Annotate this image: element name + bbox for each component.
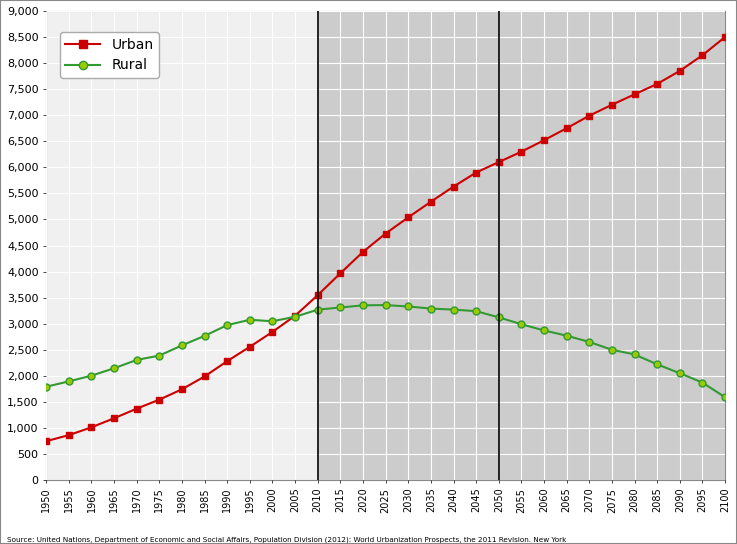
Rural: [268, 318, 277, 325]
Urban: [630, 91, 639, 97]
Urban: [427, 199, 436, 205]
Urban: [698, 52, 707, 59]
Urban: [562, 125, 571, 132]
Rural: [675, 370, 684, 376]
Urban: [313, 292, 322, 299]
Rural: [178, 342, 186, 349]
Rural: [42, 384, 51, 390]
Urban: [245, 343, 254, 350]
Rural: [313, 306, 322, 313]
Urban: [290, 312, 299, 319]
Urban: [721, 34, 730, 40]
Rural: [517, 321, 525, 327]
Rural: [472, 308, 481, 314]
Urban: [133, 405, 142, 412]
Urban: [64, 432, 73, 438]
Rural: [200, 332, 209, 339]
Rural: [427, 305, 436, 312]
Rural: [87, 373, 96, 379]
Urban: [539, 137, 548, 144]
Urban: [87, 424, 96, 431]
Urban: [42, 438, 51, 444]
Urban: [517, 149, 525, 155]
Rural: [495, 314, 503, 320]
Rural: [607, 347, 616, 353]
Urban: [472, 169, 481, 176]
Rural: [562, 332, 571, 339]
Bar: [318, 11, 725, 480]
Rural: [133, 357, 142, 363]
Urban: [336, 270, 345, 276]
Urban: [404, 214, 413, 221]
Rural: [653, 361, 662, 368]
Urban: [223, 358, 231, 364]
Urban: [359, 249, 368, 255]
Urban: [178, 386, 186, 393]
Rural: [381, 302, 390, 308]
Urban: [381, 230, 390, 237]
Rural: [336, 304, 345, 311]
Rural: [290, 313, 299, 320]
Rural: [155, 353, 164, 359]
Urban: [110, 415, 119, 422]
Rural: [449, 306, 458, 313]
Urban: [449, 183, 458, 190]
Urban: [675, 67, 684, 74]
Urban: [653, 81, 662, 87]
Rural: [110, 365, 119, 372]
Urban: [585, 113, 594, 119]
Urban: [268, 329, 277, 335]
Legend: Urban, Rural: Urban, Rural: [60, 32, 159, 78]
Rural: [245, 317, 254, 323]
Rural: [539, 327, 548, 333]
Line: Urban: Urban: [43, 34, 728, 444]
Rural: [359, 302, 368, 308]
Rural: [404, 303, 413, 310]
Rural: [64, 378, 73, 385]
Rural: [698, 379, 707, 386]
Urban: [607, 102, 616, 108]
Rural: [630, 351, 639, 358]
Urban: [495, 159, 503, 165]
Line: Rural: Rural: [43, 301, 729, 401]
Rural: [721, 394, 730, 400]
Rural: [585, 339, 594, 345]
Rural: [223, 322, 231, 329]
Text: Source: United Nations, Department of Economic and Social Affairs, Population Di: Source: United Nations, Department of Ec…: [7, 536, 567, 543]
Urban: [155, 397, 164, 403]
Urban: [200, 373, 209, 380]
